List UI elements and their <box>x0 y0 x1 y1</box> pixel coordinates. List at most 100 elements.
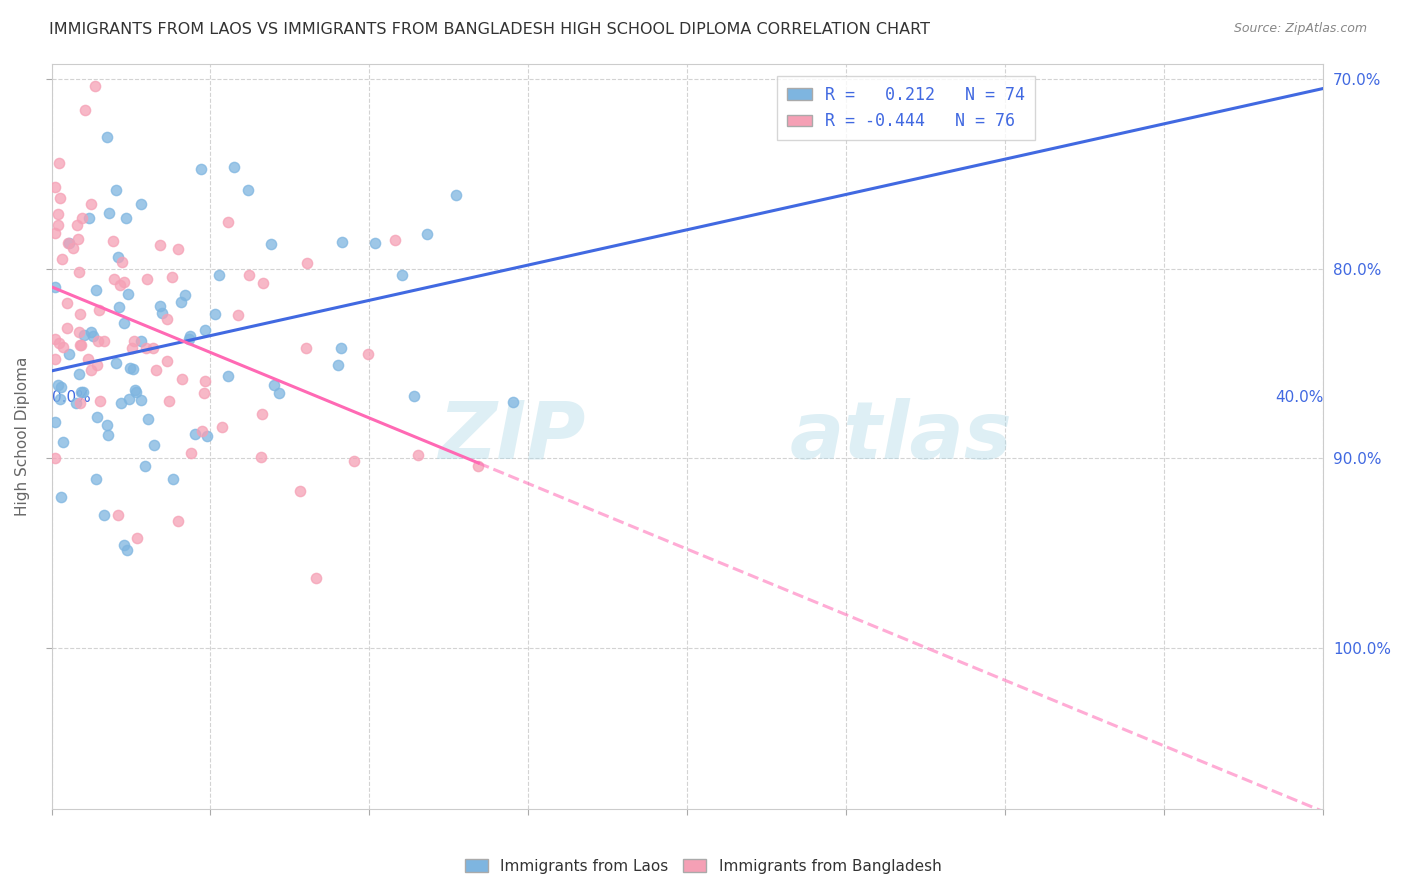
Point <box>87 303 110 318</box>
Point <box>157 394 180 409</box>
Point <box>52 340 75 354</box>
Point <box>156 311 179 326</box>
Point <box>76 351 98 366</box>
Point <box>87 334 110 349</box>
Point <box>82 329 104 343</box>
Point <box>69 338 91 352</box>
Point <box>129 197 152 211</box>
Point <box>48 191 70 205</box>
Point <box>136 271 159 285</box>
Point <box>104 183 127 197</box>
Point <box>67 265 90 279</box>
Point <box>89 393 111 408</box>
Point <box>145 363 167 377</box>
Point <box>167 515 190 529</box>
Point <box>49 380 72 394</box>
Point <box>79 363 101 377</box>
Point <box>86 358 108 372</box>
Point <box>44 332 66 346</box>
Point <box>44 450 66 465</box>
Point <box>48 336 70 351</box>
Point <box>110 396 132 410</box>
Text: 40.0%: 40.0% <box>1275 390 1323 405</box>
Legend: Immigrants from Laos, Immigrants from Bangladesh: Immigrants from Laos, Immigrants from Ba… <box>458 853 948 880</box>
Point <box>250 450 273 464</box>
Point <box>170 294 193 309</box>
Point <box>252 276 274 290</box>
Point <box>56 321 79 335</box>
Point <box>79 211 101 226</box>
Point <box>48 155 70 169</box>
Point <box>65 218 87 232</box>
Point <box>107 250 129 264</box>
Point <box>149 238 172 252</box>
Point <box>357 347 380 361</box>
Point <box>129 392 152 407</box>
Point <box>84 78 107 93</box>
Point <box>129 334 152 348</box>
Point <box>226 308 249 322</box>
Point <box>238 184 260 198</box>
Point <box>162 270 184 285</box>
Point <box>136 411 159 425</box>
Point <box>224 160 246 174</box>
Text: Source: ZipAtlas.com: Source: ZipAtlas.com <box>1233 22 1367 36</box>
Point <box>73 103 96 118</box>
Point <box>105 356 128 370</box>
Point <box>211 420 233 434</box>
Point <box>217 369 239 384</box>
Point <box>124 334 146 349</box>
Point <box>290 484 312 499</box>
Point <box>84 472 107 486</box>
Point <box>58 236 80 251</box>
Point <box>72 385 94 400</box>
Point <box>111 255 134 269</box>
Point <box>193 374 215 388</box>
Point <box>44 280 66 294</box>
Point <box>406 449 429 463</box>
Point <box>112 537 135 551</box>
Point <box>49 392 72 406</box>
Point <box>127 531 149 545</box>
Point <box>73 328 96 343</box>
Point <box>330 235 353 250</box>
Point <box>112 275 135 289</box>
Point <box>107 300 129 314</box>
Point <box>142 341 165 355</box>
Point <box>44 227 66 241</box>
Point <box>269 386 291 401</box>
Point <box>44 415 66 429</box>
Point <box>58 347 80 361</box>
Point <box>343 454 366 468</box>
Point <box>67 325 90 339</box>
Point <box>69 385 91 400</box>
Point <box>194 323 217 337</box>
Point <box>98 206 121 220</box>
Point <box>190 162 212 177</box>
Point <box>250 407 273 421</box>
Point <box>295 256 318 270</box>
Point <box>84 283 107 297</box>
Point <box>86 410 108 425</box>
Point <box>107 508 129 522</box>
Point <box>364 236 387 251</box>
Point <box>384 233 406 247</box>
Legend: R =   0.212   N = 74, R = -0.444   N = 76: R = 0.212 N = 74, R = -0.444 N = 76 <box>778 76 1035 140</box>
Point <box>143 438 166 452</box>
Point <box>69 307 91 321</box>
Point <box>103 272 125 286</box>
Point <box>467 459 489 474</box>
Point <box>118 392 141 407</box>
Text: ZIP: ZIP <box>439 398 586 475</box>
Point <box>114 211 136 225</box>
Point <box>177 332 200 346</box>
Point <box>112 317 135 331</box>
Point <box>49 490 72 504</box>
Text: atlas: atlas <box>789 398 1012 475</box>
Point <box>96 417 118 432</box>
Point <box>149 299 172 313</box>
Point <box>115 542 138 557</box>
Point <box>294 341 316 355</box>
Point <box>217 215 239 229</box>
Point <box>162 472 184 486</box>
